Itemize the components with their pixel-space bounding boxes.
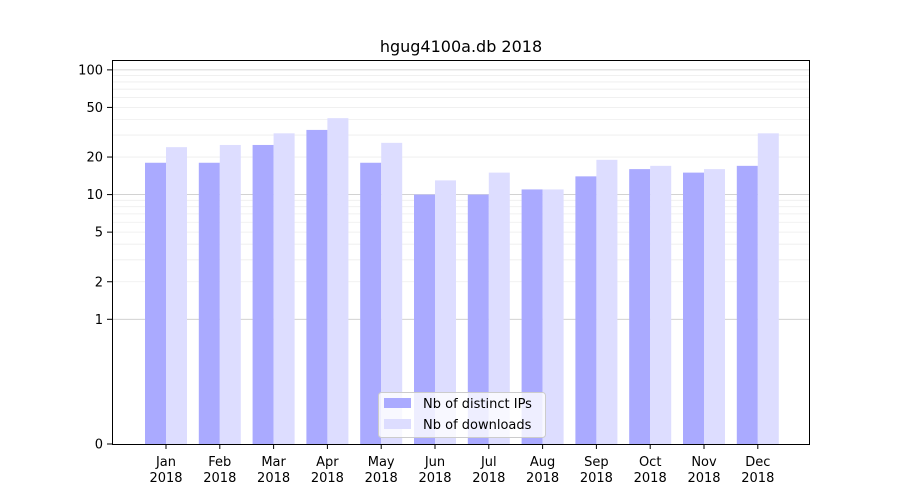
bar-downloads bbox=[650, 165, 672, 444]
bar-downloads bbox=[488, 172, 510, 444]
x-tick-label: Nov 2018 bbox=[687, 455, 720, 486]
x-tick-label: Dec 2018 bbox=[741, 455, 774, 486]
y-tick-label: 20 bbox=[86, 151, 103, 166]
bars bbox=[145, 118, 779, 445]
bar-downloads bbox=[542, 189, 564, 444]
y-tick-label: 50 bbox=[86, 101, 103, 116]
legend-label: Nb of distinct IPs bbox=[423, 397, 532, 412]
legend-label: Nb of downloads bbox=[423, 418, 532, 433]
bar-distinct-ips bbox=[629, 169, 651, 444]
bar-downloads bbox=[166, 147, 187, 444]
x-tick-label: Mar 2018 bbox=[257, 455, 290, 486]
bar-downloads bbox=[596, 159, 618, 444]
x-tick-label: Jul 2018 bbox=[472, 455, 505, 486]
legend: Nb of distinct IPs Nb of downloads bbox=[378, 392, 546, 438]
y-tick-label: 100 bbox=[78, 63, 103, 78]
bar-downloads bbox=[219, 144, 241, 445]
bar-distinct-ips bbox=[306, 129, 328, 444]
x-tick-label: Aug 2018 bbox=[526, 455, 559, 486]
bar-distinct-ips bbox=[252, 144, 274, 445]
y-tick-label: 0 bbox=[95, 438, 103, 453]
bar-downloads bbox=[704, 169, 725, 444]
chart-title: hgug4100a.db 2018 bbox=[380, 37, 542, 56]
x-tick-label: Sep 2018 bbox=[580, 455, 613, 486]
y-tick-label: 5 bbox=[95, 226, 103, 241]
x-tick-label: May 2018 bbox=[365, 455, 398, 486]
bar-downloads bbox=[381, 142, 403, 445]
y-tick-label: 10 bbox=[86, 188, 103, 203]
y-tick-label: 2 bbox=[95, 275, 103, 290]
x-tick-label: Oct 2018 bbox=[634, 455, 667, 486]
bar-distinct-ips bbox=[467, 194, 489, 444]
bar-downloads bbox=[327, 118, 349, 445]
bar-distinct-ips bbox=[414, 194, 435, 444]
legend-swatch bbox=[384, 398, 411, 408]
bar-distinct-ips bbox=[736, 165, 758, 444]
x-tick-label: Feb 2018 bbox=[203, 455, 236, 486]
y-tick-label: 1 bbox=[95, 313, 103, 328]
bar-distinct-ips bbox=[198, 162, 220, 444]
x-axis: Jan 2018 Feb 2018 Mar 2018 Apr 2018 May 2018 Jun 20… bbox=[149, 444, 774, 486]
legend-swatch bbox=[384, 419, 411, 429]
bar-downloads bbox=[757, 133, 779, 444]
bar-downloads bbox=[273, 133, 295, 444]
x-tick-label: Jun 2018 bbox=[418, 455, 451, 486]
bar-distinct-ips bbox=[360, 162, 382, 444]
x-tick-label: Apr 2018 bbox=[311, 455, 344, 486]
y-axis: 0 1 2 5 10 20 50 100 bbox=[78, 63, 112, 453]
bar-distinct-ips bbox=[575, 176, 597, 444]
x-tick-label: Jan 2018 bbox=[149, 455, 182, 486]
bar-distinct-ips bbox=[683, 172, 704, 444]
bar-downloads bbox=[435, 180, 456, 444]
bar-distinct-ips bbox=[521, 189, 543, 444]
bar-distinct-ips bbox=[145, 162, 166, 444]
legend-box bbox=[378, 392, 546, 438]
plot-frame bbox=[112, 60, 810, 445]
